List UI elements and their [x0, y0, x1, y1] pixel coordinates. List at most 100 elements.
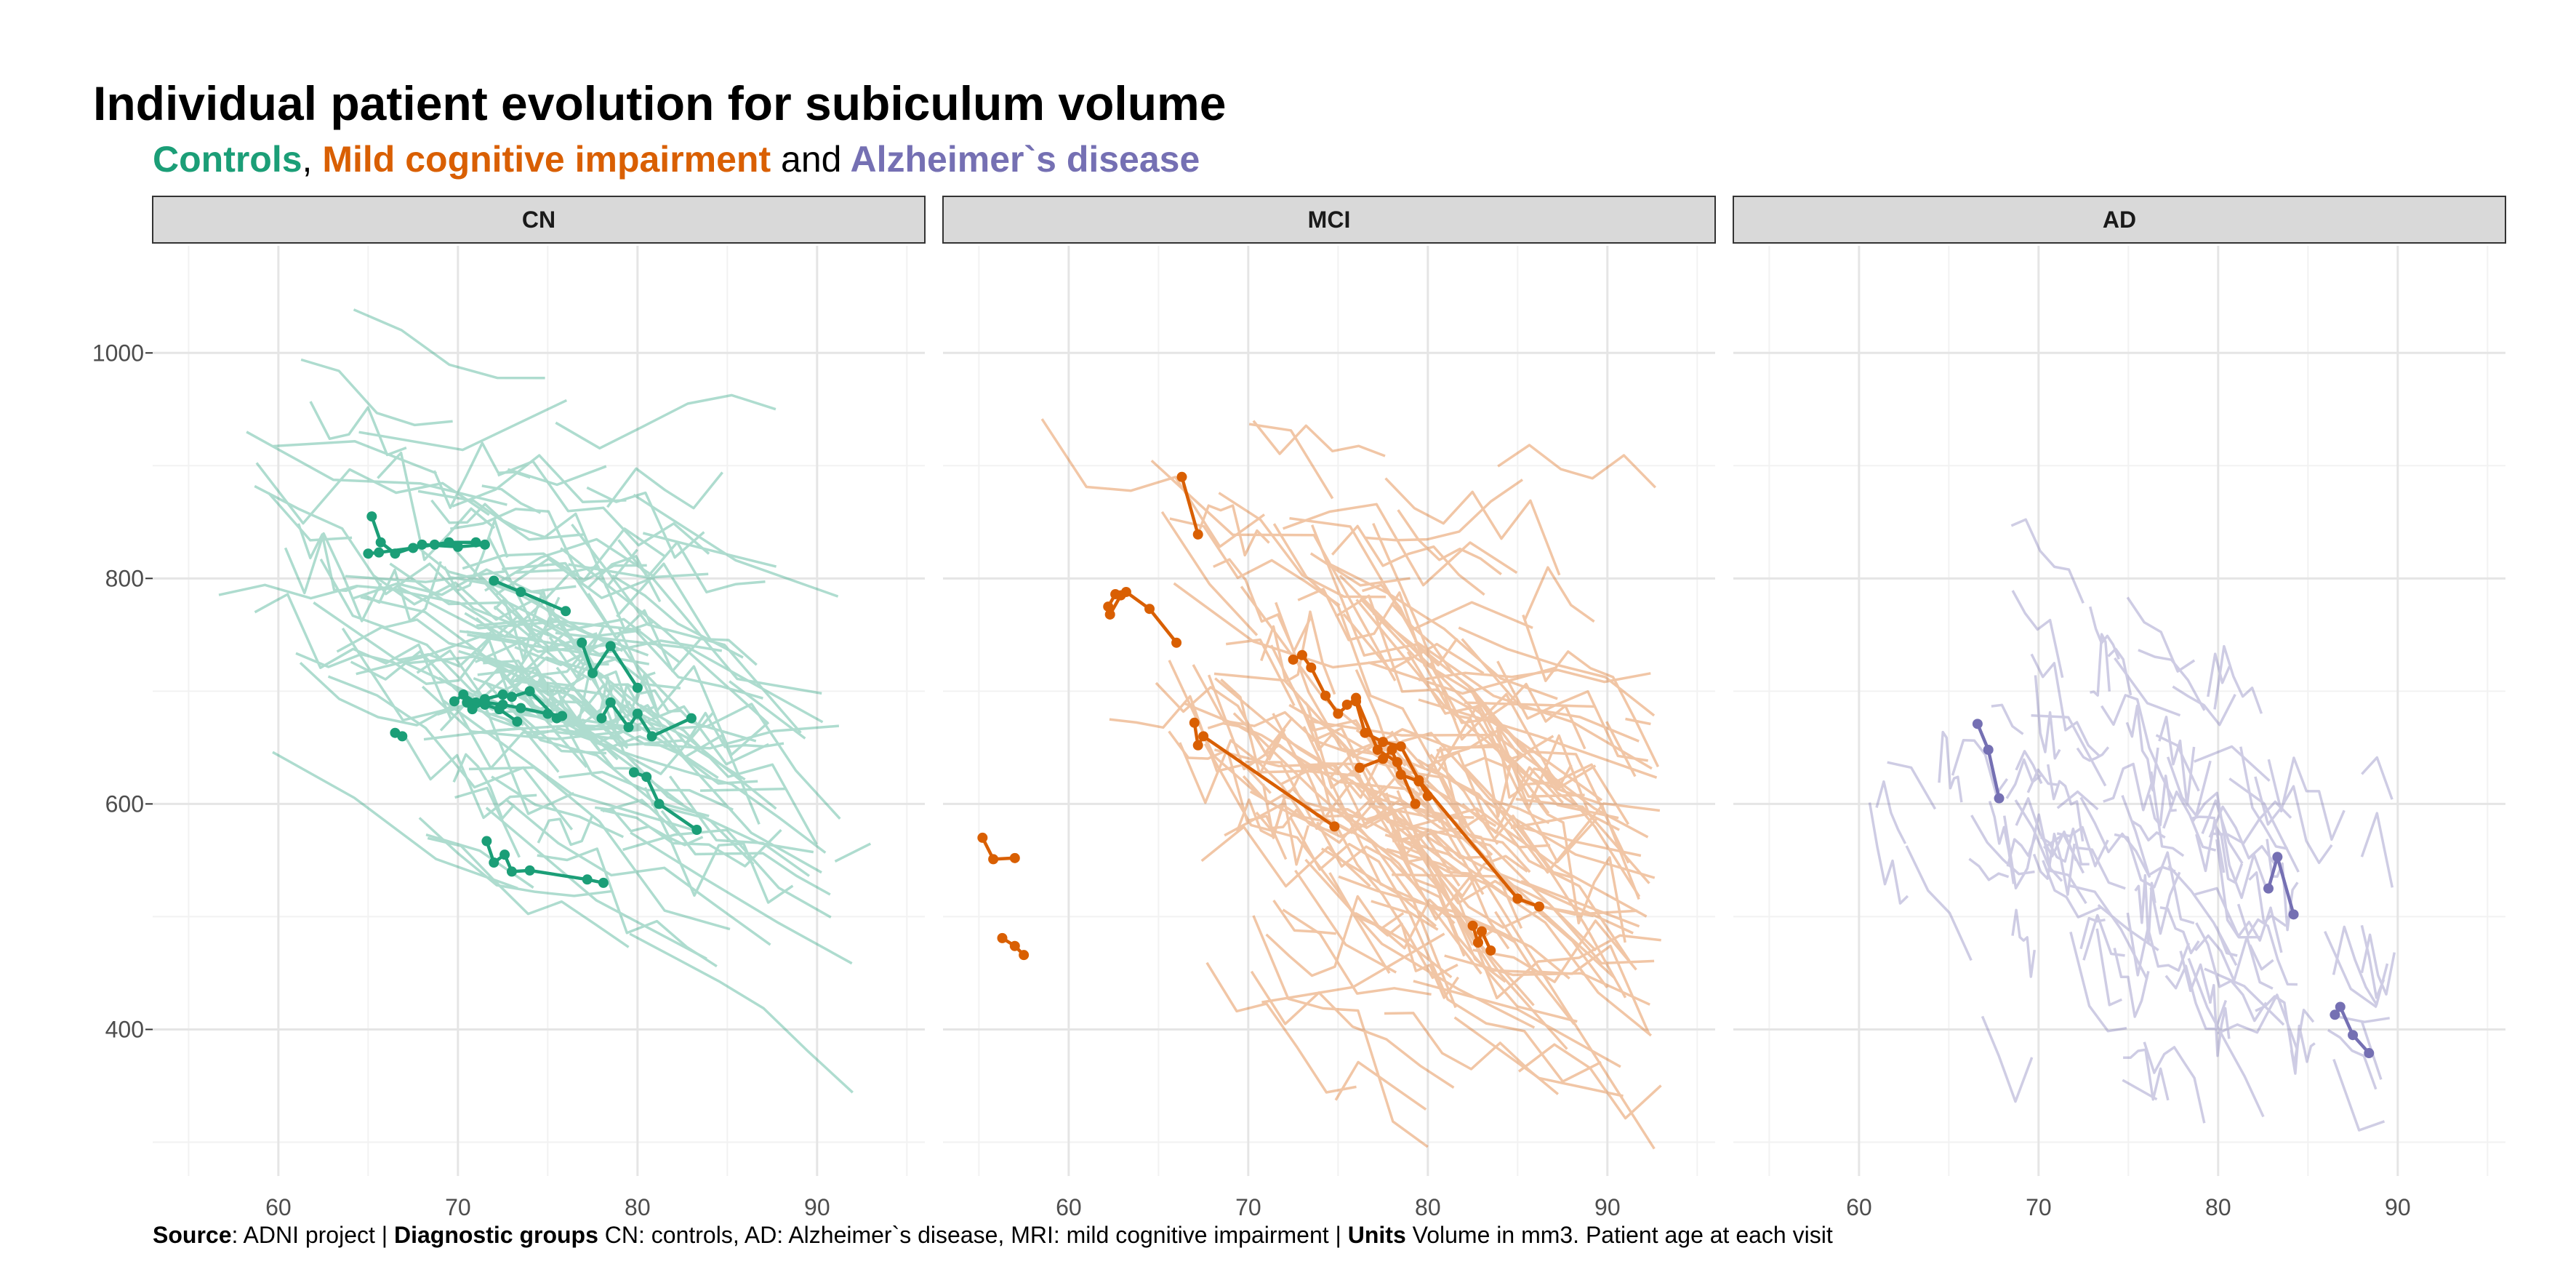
data-point — [632, 682, 643, 693]
data-point — [1378, 753, 1389, 764]
background-trajectory — [421, 685, 523, 735]
background-trajectory — [2126, 912, 2191, 977]
background-trajectory — [350, 649, 560, 773]
background-trajectory — [300, 358, 453, 427]
background-trajectory — [313, 601, 553, 724]
background-trajectory — [505, 718, 641, 770]
background-trajectory — [1413, 639, 1653, 770]
background-trajectory — [457, 711, 588, 770]
background-trajectory — [1252, 915, 1429, 1148]
background-trajectory — [1968, 857, 2010, 881]
background-trajectory — [1272, 713, 1461, 873]
highlighted-trajectory — [1346, 700, 1540, 908]
background-trajectory — [1260, 610, 1336, 695]
background-trajectory — [2155, 734, 2200, 792]
background-trajectory — [1419, 773, 1531, 873]
background-trajectory — [668, 775, 811, 877]
background-trajectory — [389, 562, 568, 634]
background-trajectory — [1512, 824, 1642, 857]
data-point — [512, 716, 523, 727]
background-trajectory — [1330, 563, 1558, 700]
background-trajectory — [452, 454, 627, 508]
background-trajectory — [402, 734, 537, 820]
data-point — [577, 637, 587, 648]
background-trajectory — [510, 617, 681, 685]
background-trajectory — [616, 562, 712, 641]
background-trajectory — [537, 814, 594, 847]
background-trajectory — [2148, 774, 2177, 827]
background-trajectory — [2332, 925, 2389, 1007]
data-point — [1103, 601, 1114, 612]
background-trajectory — [474, 622, 649, 663]
background-trajectory — [2034, 675, 2061, 760]
background-trajectory — [1520, 879, 1640, 928]
background-trajectory — [2068, 884, 2148, 980]
background-trajectory — [416, 649, 617, 726]
background-trajectory — [309, 401, 407, 457]
background-trajectory — [2166, 756, 2212, 817]
background-trajectory — [1261, 764, 1326, 839]
background-trajectory — [397, 585, 641, 632]
subtitle-mci: Mild cognitive impairment — [322, 139, 771, 180]
background-trajectory — [441, 699, 702, 833]
background-trajectory — [1232, 712, 1482, 975]
data-point — [977, 832, 988, 843]
background-trajectory — [1320, 847, 1437, 927]
background-trajectory — [1312, 727, 1490, 860]
data-point — [654, 799, 665, 809]
data-point — [2263, 883, 2274, 894]
background-trajectory — [1398, 819, 1608, 989]
background-trajectory — [2179, 951, 2212, 1004]
data-point — [1467, 920, 1478, 931]
background-trajectory — [1334, 594, 1536, 784]
background-trajectory — [660, 809, 831, 896]
x-tick-label: 60 — [265, 1194, 292, 1220]
background-trajectory — [1905, 845, 1973, 961]
background-trajectory — [352, 568, 577, 600]
background-trajectory — [559, 695, 758, 785]
background-trajectory — [618, 628, 770, 756]
background-trajectory — [834, 842, 872, 863]
background-trajectory — [1887, 761, 1937, 810]
x-tick-label: 70 — [445, 1194, 471, 1220]
background-trajectory — [464, 599, 587, 658]
background-trajectory — [1364, 479, 1523, 542]
background-trajectory — [2011, 590, 2064, 679]
data-point — [1189, 717, 1200, 728]
data-point — [587, 668, 598, 679]
background-trajectory — [459, 630, 590, 652]
background-trajectory — [1408, 833, 1510, 950]
background-trajectory — [1461, 735, 1554, 769]
data-point — [1333, 708, 1344, 719]
background-trajectory — [1288, 703, 1497, 828]
background-trajectory — [1309, 552, 1411, 587]
background-trajectory — [729, 680, 806, 740]
background-trajectory — [1418, 698, 1658, 779]
background-trajectory — [1168, 730, 1288, 860]
background-trajectory — [2332, 1058, 2386, 1132]
data-point — [1485, 945, 1496, 956]
data-point — [458, 689, 469, 700]
background-trajectory — [1392, 827, 1594, 918]
background-trajectory — [484, 537, 654, 592]
background-trajectory — [1355, 599, 1531, 780]
background-trajectories — [218, 308, 872, 1094]
background-trajectory — [602, 799, 682, 837]
background-trajectory — [453, 548, 598, 649]
caption-groups-text: CN: controls, AD: Alzheimer`s disease, M… — [598, 1222, 1348, 1248]
background-trajectory — [2194, 745, 2271, 782]
background-trajectory — [2215, 926, 2238, 957]
data-point — [1192, 740, 1203, 751]
background-trajectory — [1359, 785, 1523, 929]
highlighted-trajectories — [363, 511, 702, 888]
facet-strip — [942, 196, 1716, 244]
facet-strip-label: CN — [522, 207, 555, 233]
data-point — [1320, 690, 1331, 701]
background-trajectory — [611, 575, 744, 659]
background-trajectory — [443, 519, 509, 593]
background-trajectory — [341, 627, 524, 727]
background-trajectory — [2228, 777, 2300, 873]
background-trajectory — [2079, 796, 2151, 879]
data-point — [1009, 852, 1020, 863]
background-trajectory — [515, 555, 662, 603]
